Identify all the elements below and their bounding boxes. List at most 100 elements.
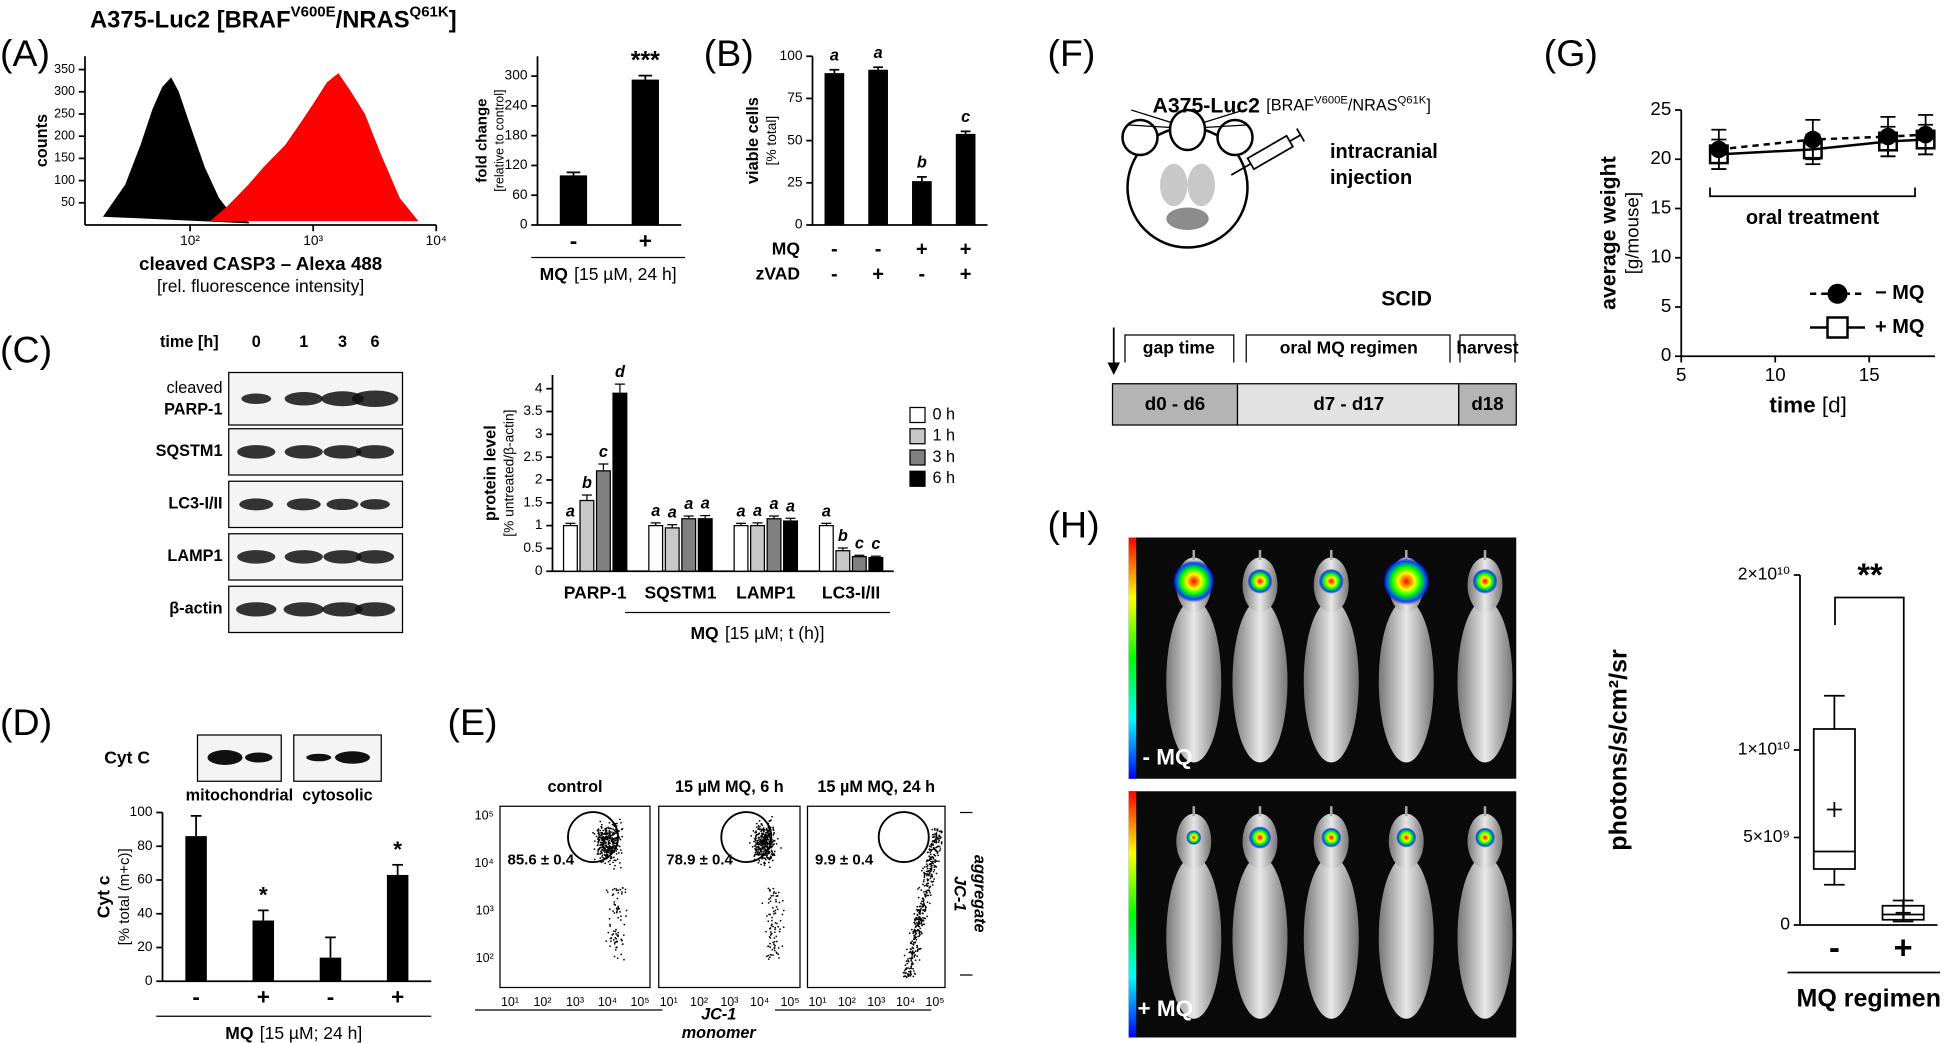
legend-label: 6 h bbox=[933, 469, 956, 487]
flow-x-tick: 10¹ bbox=[501, 995, 519, 1009]
flow-event bbox=[914, 926, 917, 928]
panel-label: (F) bbox=[1048, 32, 1096, 74]
x-tick-label: 10² bbox=[180, 233, 200, 248]
y-tick-label: 0 bbox=[1661, 344, 1671, 365]
flow-plot bbox=[658, 805, 801, 989]
flow-title: 15 µM MQ, 6 h bbox=[675, 778, 784, 796]
mouse-body bbox=[1232, 856, 1288, 1019]
blot-band bbox=[237, 445, 276, 459]
flow-event bbox=[920, 920, 923, 923]
y-axis-label-sub: [g/mouse] bbox=[1622, 192, 1643, 274]
legend-label: 3 h bbox=[933, 448, 956, 466]
flow-event bbox=[912, 943, 915, 946]
flow-event bbox=[597, 838, 599, 840]
flow-event bbox=[773, 913, 775, 915]
flow-event bbox=[776, 837, 779, 840]
flow-x-tick: 10¹ bbox=[808, 995, 826, 1009]
legend-swatch bbox=[909, 470, 926, 487]
flow-event bbox=[606, 891, 609, 893]
signal bbox=[1472, 568, 1498, 594]
flow-event bbox=[763, 835, 766, 838]
flow-event bbox=[767, 920, 770, 923]
flow-event bbox=[913, 912, 916, 915]
timeline-days: d7 - d17 bbox=[1313, 393, 1384, 414]
flow-event bbox=[930, 864, 933, 867]
flow-event bbox=[620, 866, 622, 869]
flow-event bbox=[762, 857, 765, 859]
flow-event bbox=[615, 937, 618, 940]
flow-event bbox=[772, 843, 774, 846]
flow-event bbox=[916, 949, 919, 952]
flow-x-tick: 10⁵ bbox=[630, 995, 649, 1009]
flow-event bbox=[773, 890, 775, 893]
flow-event bbox=[767, 958, 770, 961]
signal bbox=[1475, 827, 1495, 848]
annotation: *** bbox=[631, 46, 660, 74]
flow-event bbox=[605, 830, 608, 832]
flow-event bbox=[761, 833, 763, 835]
flow-event bbox=[611, 849, 613, 852]
flow-event bbox=[904, 975, 907, 977]
x-tick-label: 10³ bbox=[303, 233, 323, 248]
flow-event bbox=[760, 834, 763, 837]
flow-event bbox=[767, 901, 770, 904]
signal bbox=[1172, 560, 1215, 603]
flow-event bbox=[939, 848, 942, 850]
flow-event bbox=[616, 822, 618, 825]
flow-event bbox=[613, 829, 616, 832]
flow-event bbox=[759, 825, 761, 828]
flow-event bbox=[935, 841, 938, 844]
flow-event bbox=[779, 928, 781, 931]
flow-event bbox=[908, 967, 911, 970]
flow-event bbox=[610, 856, 613, 858]
flow-event bbox=[931, 828, 934, 831]
flow-event bbox=[911, 950, 914, 953]
flow-event bbox=[769, 900, 772, 903]
flow-event bbox=[600, 831, 602, 834]
flow-event bbox=[757, 853, 759, 856]
panel-label: (G) bbox=[1544, 32, 1598, 74]
flow-event bbox=[759, 844, 762, 847]
flow-event bbox=[597, 831, 600, 834]
flow-event bbox=[927, 894, 930, 897]
flow-event bbox=[936, 828, 939, 831]
bar-letter: a bbox=[770, 495, 779, 513]
bar bbox=[185, 836, 207, 982]
flow-event bbox=[909, 970, 912, 973]
signal bbox=[1318, 568, 1344, 594]
flow-event bbox=[762, 827, 765, 829]
model-title: A375-Luc2 [BRAFV600E/NRASQ61K] bbox=[1153, 93, 1431, 117]
flow-event bbox=[771, 919, 773, 922]
flow-event bbox=[764, 838, 767, 841]
flow-percent: 9.9 ± 0.4 bbox=[815, 852, 874, 869]
flow-event bbox=[617, 889, 620, 892]
flow-event bbox=[621, 835, 624, 838]
flow-event bbox=[930, 873, 933, 876]
color-scale bbox=[1128, 791, 1137, 1038]
flow-event bbox=[916, 946, 918, 949]
flow-event bbox=[766, 915, 768, 917]
flow-event bbox=[775, 906, 778, 908]
flow-event bbox=[765, 930, 767, 933]
flow-event bbox=[937, 841, 940, 843]
flow-event bbox=[910, 928, 913, 931]
flow-event bbox=[921, 903, 923, 906]
flow-event bbox=[914, 950, 917, 952]
flow-event bbox=[613, 842, 616, 845]
flow-event bbox=[607, 860, 610, 863]
signal bbox=[1186, 830, 1202, 845]
flow-event bbox=[924, 917, 927, 920]
flow-event bbox=[778, 930, 781, 933]
signal bbox=[1247, 568, 1273, 594]
flow-event bbox=[913, 938, 915, 940]
flow-event bbox=[767, 945, 769, 948]
condition-value: + bbox=[872, 263, 884, 285]
flow-event bbox=[613, 903, 616, 906]
flow-gate bbox=[877, 811, 930, 864]
flow-event bbox=[615, 907, 618, 910]
y-tick-label: 0.5 bbox=[523, 540, 542, 555]
bar-letter: a bbox=[786, 497, 795, 515]
model-mutation: [BRAF bbox=[1266, 97, 1314, 115]
flow-event bbox=[615, 852, 618, 855]
flow-event bbox=[930, 842, 933, 845]
